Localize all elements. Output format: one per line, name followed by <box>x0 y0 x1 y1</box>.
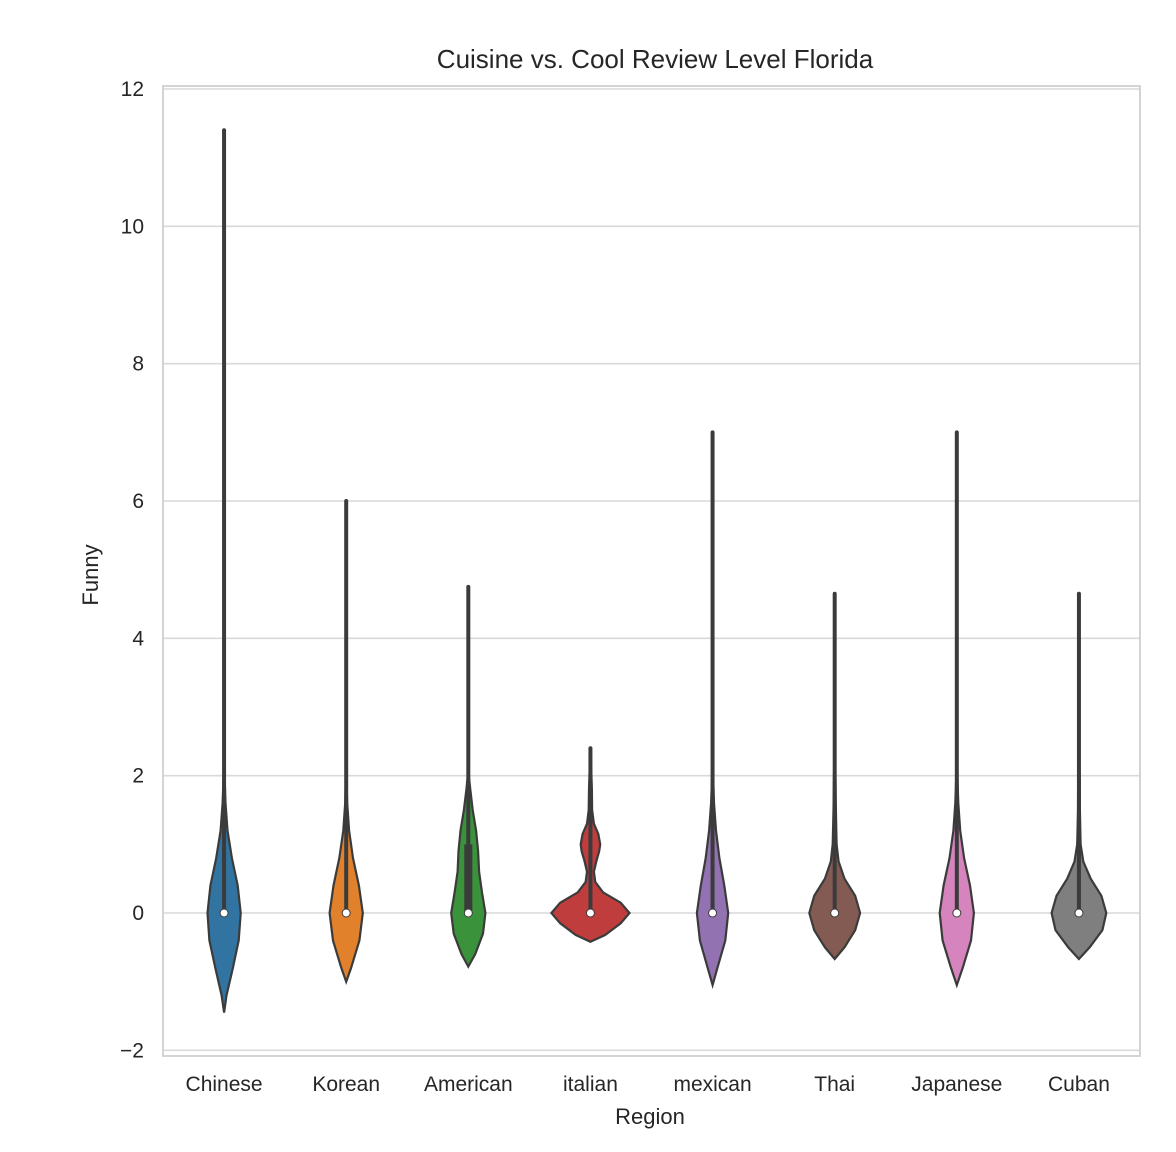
violin-median-marker <box>708 908 718 918</box>
x-tick-label: Thai <box>814 1073 855 1096</box>
violin-median-marker <box>585 908 595 918</box>
violin-cuban <box>1050 591 1108 961</box>
plot-frame <box>162 85 1141 1057</box>
violin-median-marker <box>1074 908 1084 918</box>
violin-median-marker <box>952 908 962 918</box>
violin-thai <box>808 591 862 961</box>
violin-chinese <box>206 128 242 1013</box>
violin-american <box>450 584 487 969</box>
y-axis-ticks: −2 0 2 4 6 8 10 12 <box>120 78 144 1062</box>
y-tick-label: 4 <box>132 627 144 650</box>
grid <box>163 88 1140 1052</box>
x-tick-label: Korean <box>312 1073 380 1096</box>
y-axis-label: Funny <box>78 544 103 605</box>
x-axis-label: Region <box>615 1104 685 1129</box>
violin-median-marker <box>341 908 351 918</box>
x-tick-label: Japanese <box>911 1073 1002 1096</box>
violin-median-marker <box>219 908 229 918</box>
x-tick-label: italian <box>563 1073 618 1096</box>
violin-median-marker <box>830 908 840 918</box>
x-tick-label: Cuban <box>1048 1073 1110 1096</box>
y-tick-label: 8 <box>132 353 144 376</box>
y-tick-label: 6 <box>132 490 144 513</box>
y-tick-label: 12 <box>121 78 144 101</box>
violins <box>206 128 1108 1013</box>
violin-italian <box>549 746 631 944</box>
y-tick-label: 2 <box>132 765 144 788</box>
violin-mexican <box>695 430 730 990</box>
x-axis-ticks: Chinese Korean American italian mexican Thai J… <box>186 1073 1110 1096</box>
violin-korean <box>328 499 364 985</box>
violin-median-marker <box>463 908 473 918</box>
y-tick-label: −2 <box>120 1039 144 1062</box>
x-tick-label: Chinese <box>186 1073 263 1096</box>
x-tick-label: American <box>424 1073 513 1096</box>
x-tick-label: mexican <box>673 1073 751 1096</box>
violin-japanese <box>938 430 976 989</box>
chart-title: Cuisine vs. Cool Review Level Florida <box>437 44 874 74</box>
y-tick-label: 10 <box>121 215 144 238</box>
y-tick-label: 0 <box>132 902 144 925</box>
